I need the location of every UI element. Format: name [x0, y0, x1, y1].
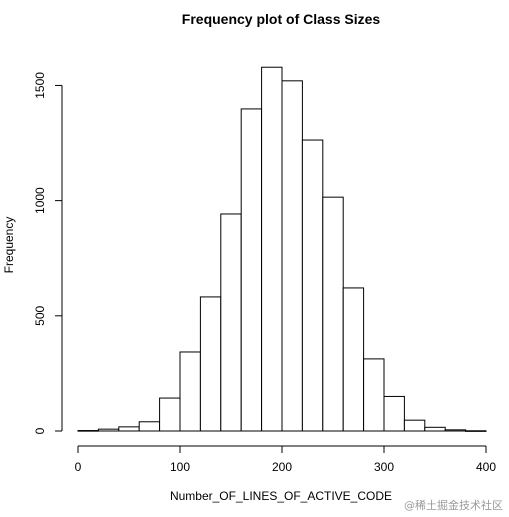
histogram-bar-17 — [424, 426, 446, 432]
histogram-bar-9 — [261, 66, 283, 432]
y-axis-label: Frequency — [2, 217, 16, 274]
histogram-bar-3 — [138, 421, 161, 432]
y-tick-label: 1000 — [33, 187, 47, 214]
watermark: @稀土掘金技术社区 — [404, 499, 503, 512]
histogram-bar-6 — [199, 296, 222, 432]
histogram-bar-15 — [383, 395, 405, 432]
y-tick-label: 500 — [33, 305, 47, 325]
histogram-bar-12 — [322, 196, 344, 432]
histogram-bar-18 — [444, 429, 467, 432]
histogram-bar-2 — [118, 426, 140, 432]
histogram-bar-11 — [301, 139, 324, 432]
x-axis: 0 100 200 300 400 — [75, 445, 496, 474]
histogram-bar-19 — [465, 430, 487, 432]
y-tick-label: 1500 — [33, 72, 47, 99]
y-tick-label: 0 — [33, 427, 47, 434]
x-tick-label: 400 — [476, 460, 496, 474]
histogram-bar-10 — [281, 80, 303, 432]
y-axis: 0 500 1000 1500 — [33, 72, 63, 434]
x-axis-label: Number_OF_LINES_OF_ACTIVE_CODE — [170, 489, 392, 503]
histogram-bar-5 — [179, 351, 201, 432]
histogram-bar-16 — [403, 419, 426, 432]
x-tick-label: 100 — [170, 460, 190, 474]
x-tick-label: 0 — [75, 460, 82, 474]
x-tick-label: 200 — [272, 460, 292, 474]
histogram-bar-8 — [240, 108, 263, 432]
histogram-bar-0 — [77, 430, 99, 432]
histogram-bars — [77, 66, 487, 432]
histogram-bar-4 — [159, 397, 181, 432]
histogram-bar-1 — [97, 428, 120, 432]
histogram-bar-14 — [363, 358, 385, 432]
chart-title: Frequency plot of Class Sizes — [182, 11, 381, 27]
histogram-bar-13 — [342, 287, 365, 432]
histogram-bar-7 — [220, 213, 242, 432]
x-tick-label: 300 — [374, 460, 394, 474]
